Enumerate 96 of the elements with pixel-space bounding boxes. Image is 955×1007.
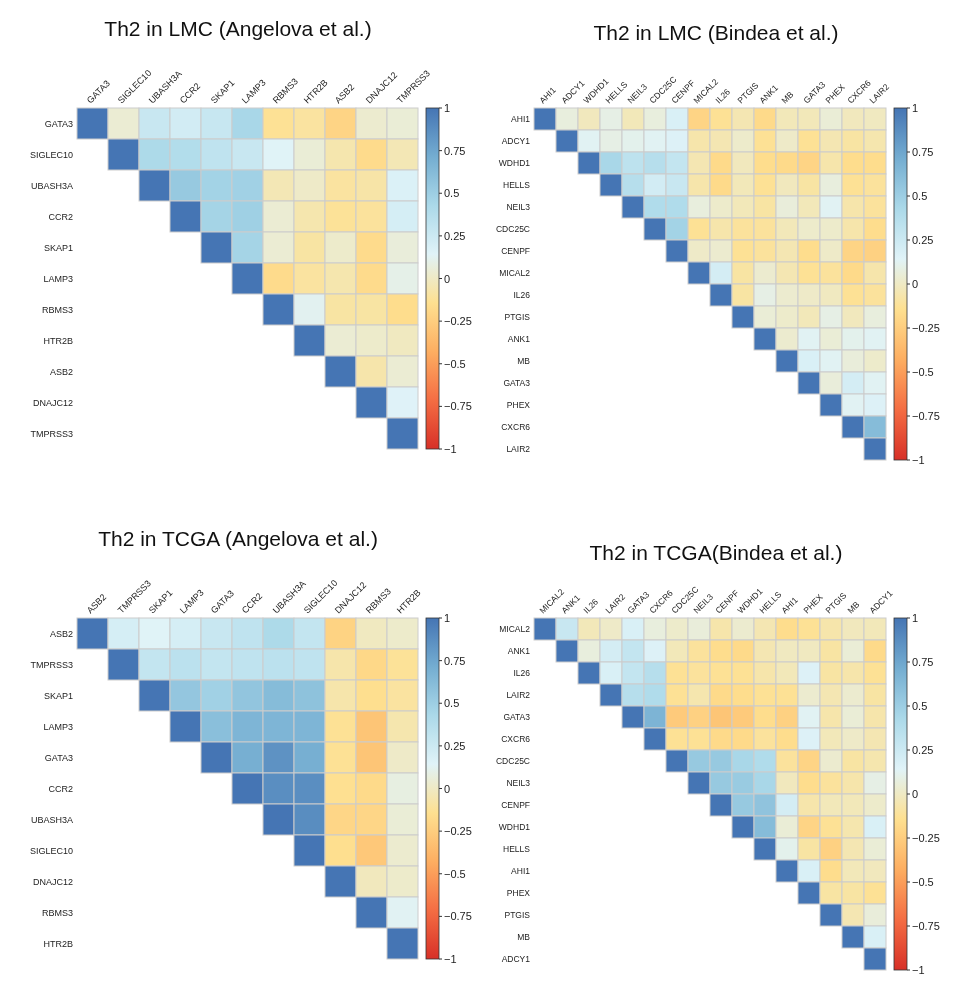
y-tick-label: ANK1 [507, 334, 531, 344]
color-bar-label: 0.5 [912, 700, 928, 712]
y-tick-label: IL26 [513, 668, 531, 678]
color-bar-label: 0.25 [912, 234, 934, 246]
y-tick-label: UBASH3A [30, 814, 73, 825]
color-bar-label: 0.75 [912, 656, 934, 668]
y-tick-label: CCR2 [48, 783, 73, 794]
y-tick-label: GATA3 [503, 378, 531, 388]
y-tick-label: ASB2 [49, 628, 73, 639]
color-bar-label: −1 [444, 953, 457, 965]
y-tick-label: CENPF [501, 246, 530, 256]
color-bar-label: 0.5 [444, 187, 460, 200]
color-bar-label: −1 [912, 454, 925, 466]
color-bar-label: −0.5 [444, 357, 466, 370]
y-tick-label: MB [517, 356, 531, 366]
y-tick-label: SIGLEC10 [29, 149, 73, 160]
chart-title: Th2 in TCGA(Bindea et al.) [589, 541, 843, 564]
color-bar-label: 0.5 [912, 190, 928, 202]
y-tick-label: TMPRSS3 [30, 428, 73, 439]
y-tick-label: RBMS3 [41, 907, 73, 918]
chart-title: Th2 in TCGA (Angelova et al.) [98, 527, 378, 550]
y-tick-label: LAMP3 [43, 721, 73, 732]
y-tick-label: TMPRSS3 [30, 659, 73, 670]
y-tick-label: CXCR6 [501, 734, 531, 744]
y-tick-label: HTR2B [43, 938, 73, 949]
y-tick-label: GATA3 [503, 712, 531, 722]
color-bar-label: 0 [444, 782, 451, 795]
color-bar-label: −0.5 [444, 867, 466, 880]
color-bar-label: 0.25 [912, 744, 934, 756]
color-bar-label: −0.75 [912, 410, 940, 422]
y-tick-label: SIGLEC10 [29, 845, 73, 856]
y-tick-label: LAIR2 [506, 690, 531, 700]
color-bar-label: 0.75 [444, 144, 466, 157]
color-bar-label: −0.75 [444, 910, 472, 923]
color-bar-label: 0.5 [444, 697, 460, 710]
color-bar-label: −1 [912, 964, 925, 976]
y-tick-label: ADCY1 [501, 954, 531, 964]
color-bar-label: 0.75 [912, 146, 934, 158]
color-bar-label: −0.5 [912, 366, 934, 378]
x-tick-label: MB [845, 599, 862, 616]
color-bar-label: 0.75 [444, 654, 466, 667]
y-tick-label: GATA3 [44, 752, 73, 763]
color-bar-label: 0 [912, 278, 919, 290]
color-bar-label: −0.25 [444, 315, 472, 328]
y-tick-label: CENPF [501, 800, 530, 810]
y-tick-label: RBMS3 [41, 304, 73, 315]
color-bar-label: −0.75 [912, 920, 940, 932]
y-tick-label: NEIL3 [506, 778, 531, 788]
color-bar-label: −0.25 [912, 322, 940, 334]
chart-title: Th2 in LMC (Bindea et al.) [593, 21, 839, 44]
y-tick-label: NEIL3 [506, 202, 531, 212]
x-tick-label: MB [779, 89, 796, 106]
color-bar-label: −0.25 [912, 832, 940, 844]
y-tick-label: CDC25C [495, 224, 530, 234]
y-tick-label: CDC25C [495, 756, 530, 766]
color-bar-label: −0.75 [444, 400, 472, 413]
y-tick-label: DNAJC12 [32, 397, 73, 408]
color-bar-label: −0.25 [444, 825, 472, 838]
y-tick-label: CXCR6 [501, 422, 531, 432]
y-tick-label: GATA3 [44, 118, 73, 129]
y-tick-label: LAIR2 [506, 444, 531, 454]
chart-title: Th2 in LMC (Angelova et al.) [104, 17, 372, 40]
y-tick-label: DNAJC12 [32, 876, 73, 887]
y-tick-label: IL26 [513, 290, 531, 300]
y-tick-label: UBASH3A [30, 180, 73, 191]
color-bar-label: 0 [444, 272, 451, 285]
color-bar-label: 0.25 [444, 739, 466, 752]
y-tick-label: HELLS [503, 180, 531, 190]
y-tick-label: WDHD1 [498, 158, 531, 168]
color-bar-label: 1 [912, 612, 919, 624]
y-tick-label: ADCY1 [501, 136, 531, 146]
y-tick-label: PHEX [506, 888, 531, 898]
y-tick-label: PTGIS [504, 312, 531, 322]
y-tick-label: MB [517, 932, 531, 942]
y-tick-label: ANK1 [507, 646, 531, 656]
y-tick-label: AHI1 [511, 114, 531, 124]
y-tick-label: PHEX [506, 400, 531, 410]
y-tick-label: WDHD1 [498, 822, 531, 832]
y-tick-label: AHI1 [511, 866, 531, 876]
color-bar-label: 1 [444, 612, 451, 624]
color-bar-label: 0 [912, 788, 919, 800]
y-tick-label: HTR2B [43, 335, 73, 346]
y-tick-label: SKAP1 [43, 690, 73, 701]
y-tick-label: SKAP1 [43, 242, 73, 253]
y-tick-label: CCR2 [48, 211, 73, 222]
y-tick-label: MICAL2 [499, 624, 531, 634]
color-bar-label: −0.5 [912, 876, 934, 888]
y-tick-label: LAMP3 [43, 273, 73, 284]
color-bar-label: 0.25 [444, 229, 466, 242]
y-tick-label: HELLS [503, 844, 531, 854]
y-tick-label: ASB2 [49, 366, 73, 377]
color-bar-label: −1 [444, 443, 457, 455]
y-tick-label: MICAL2 [499, 268, 531, 278]
y-tick-label: PTGIS [504, 910, 531, 920]
color-bar-label: 1 [444, 102, 451, 114]
color-bar-label: 1 [912, 102, 919, 114]
